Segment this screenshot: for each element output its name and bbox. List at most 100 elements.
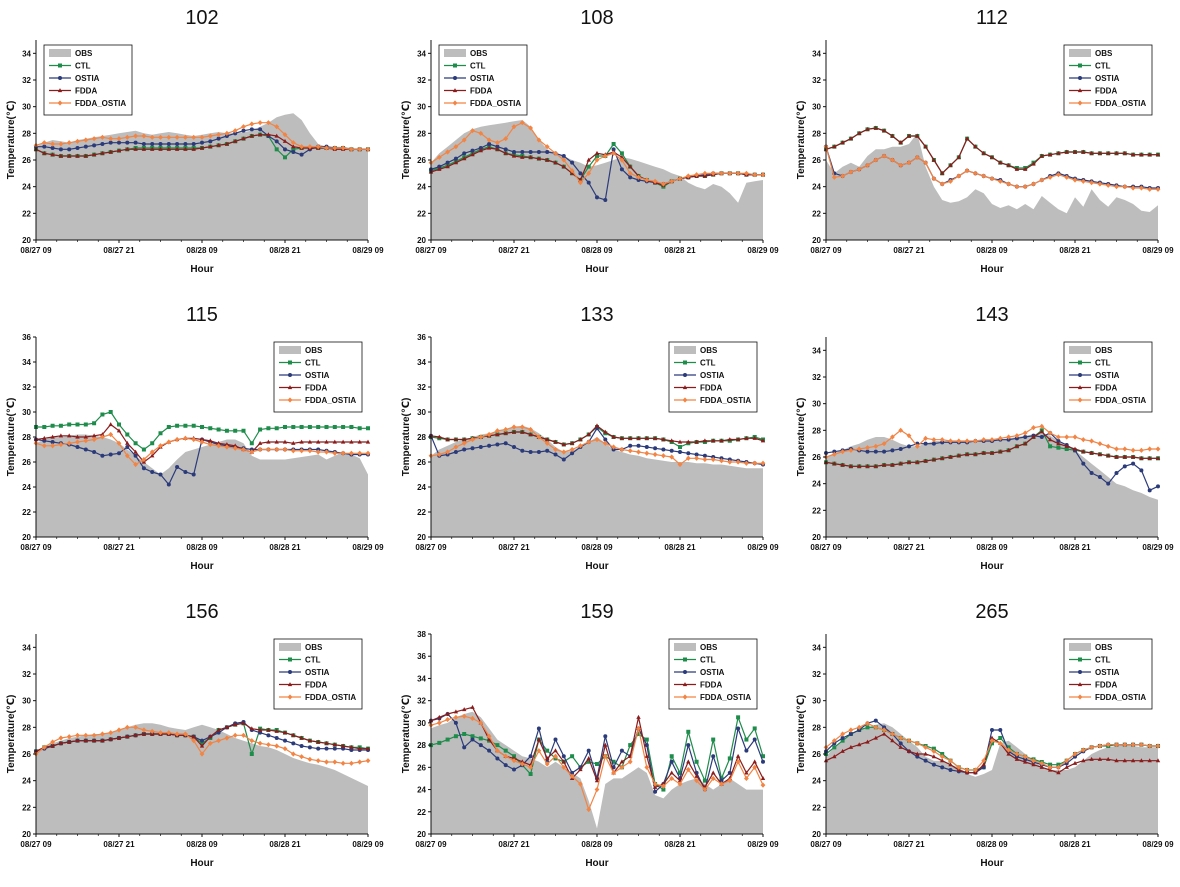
data-point-fdda [989, 154, 995, 159]
data-point-ostia [678, 450, 682, 454]
y-tick-label: 26 [22, 750, 31, 759]
data-point-fdda-ostia [307, 756, 313, 762]
chart-title: 115 [186, 304, 218, 326]
y-tick-label: 34 [22, 49, 31, 58]
data-point-fdda-ostia [232, 128, 238, 134]
data-point-ctl [208, 426, 213, 431]
data-point-fdda [848, 744, 854, 749]
data-point-fdda-ostia [75, 439, 80, 445]
data-point-fdda-ostia [997, 740, 1003, 746]
legend-marker-fdda-ostia [57, 100, 63, 106]
data-point-fdda [233, 138, 238, 143]
data-point-ostia [266, 733, 271, 738]
data-point-ostia [108, 140, 113, 145]
data-point-ostia [175, 465, 180, 469]
data-point-ctl [711, 737, 716, 742]
data-point-ctl [595, 762, 599, 766]
data-point-ostia [175, 142, 180, 146]
data-point-fdda [1089, 150, 1094, 155]
data-point-ctl [200, 425, 204, 429]
data-point-fdda [752, 435, 757, 440]
chart-title: 156 [185, 601, 218, 623]
data-point-ostia [923, 758, 928, 763]
data-point-ostia [224, 134, 229, 138]
data-point-fdda [881, 128, 887, 133]
data-point-fdda [174, 146, 180, 151]
data-point-fdda [1114, 150, 1119, 155]
data-point-ostia [545, 150, 550, 154]
data-point-ctl [669, 754, 674, 759]
data-point-ostia [711, 754, 716, 759]
legend-label-fdda-ostia: FDDA_OSTIA [700, 396, 751, 405]
data-point-fdda [58, 153, 64, 158]
data-point-fdda [133, 146, 138, 151]
data-point-ostia [848, 732, 853, 736]
data-point-ostia [341, 746, 346, 751]
data-point-fdda [735, 753, 741, 758]
data-point-ctl [503, 748, 508, 753]
data-point-fdda-ostia [1114, 446, 1119, 452]
y-axis-label: Temperature(℃) [796, 398, 807, 477]
data-point-ostia [512, 150, 516, 154]
x-tick-label: 08/28 09 [581, 543, 613, 552]
data-point-ostia [470, 148, 475, 153]
data-point-ostia [1073, 754, 1077, 759]
data-point-fdda [1097, 451, 1103, 456]
data-point-fdda [744, 770, 749, 775]
legend-label-obs: OBS [305, 643, 323, 652]
data-point-fdda [898, 140, 903, 145]
data-point-fdda-ostia [41, 443, 47, 449]
data-point-fdda-ostia [931, 176, 937, 182]
data-point-ctl [595, 154, 599, 158]
legend-swatch-obs [1069, 643, 1091, 651]
data-point-fdda [881, 462, 887, 467]
data-point-fdda-ostia [831, 451, 837, 457]
data-point-fdda [989, 450, 995, 455]
data-point-fdda [1122, 758, 1127, 763]
data-point-fdda [528, 154, 533, 159]
legend-label-obs: OBS [75, 49, 93, 58]
data-point-fdda-ostia [149, 449, 155, 455]
data-point-ostia [216, 730, 221, 735]
x-axis-label: Hour [585, 561, 608, 572]
y-tick-label: 20 [417, 830, 426, 839]
x-tick-label: 08/28 21 [664, 246, 696, 255]
data-point-fdda-ostia [881, 441, 887, 447]
data-point-fdda [199, 437, 205, 442]
legend-marker-ostia [288, 373, 292, 377]
x-axis-label: Hour [980, 264, 1003, 275]
data-point-fdda [1006, 447, 1011, 452]
data-point-ctl [341, 425, 346, 429]
data-point-fdda-ostia [923, 744, 928, 750]
data-point-fdda [1014, 756, 1020, 761]
data-point-fdda [166, 146, 171, 151]
y-tick-label: 26 [22, 458, 31, 467]
data-point-fdda-ostia [873, 443, 879, 449]
data-point-fdda [1155, 152, 1161, 157]
legend-marker-fdda-ostia [287, 397, 293, 403]
data-point-fdda [636, 435, 641, 440]
data-point-fdda-ostia [831, 174, 837, 180]
y-tick-label: 26 [22, 156, 31, 165]
y-tick-label: 26 [417, 458, 426, 467]
data-point-fdda [873, 463, 878, 468]
data-point-ostia [274, 139, 279, 144]
legend-label-fdda-ostia: FDDA_OSTIA [700, 693, 751, 702]
data-point-fdda-ostia [1155, 446, 1161, 452]
data-point-fdda-ostia [561, 449, 567, 455]
data-point-fdda [661, 437, 666, 442]
data-point-fdda [1106, 756, 1111, 761]
data-point-fdda-ostia [257, 120, 263, 126]
data-point-ostia [931, 441, 936, 446]
data-point-fdda-ostia [116, 727, 122, 733]
y-tick-label: 22 [417, 508, 426, 517]
x-tick-label: 08/27 09 [20, 840, 52, 849]
data-point-fdda [91, 152, 97, 157]
data-point-ctl [258, 427, 263, 432]
data-point-fdda [1023, 441, 1028, 446]
data-point-ostia [503, 763, 508, 768]
data-point-fdda [453, 437, 459, 442]
data-point-ostia [1147, 488, 1152, 493]
data-point-fdda [116, 148, 122, 153]
y-tick-label: 34 [22, 358, 31, 367]
